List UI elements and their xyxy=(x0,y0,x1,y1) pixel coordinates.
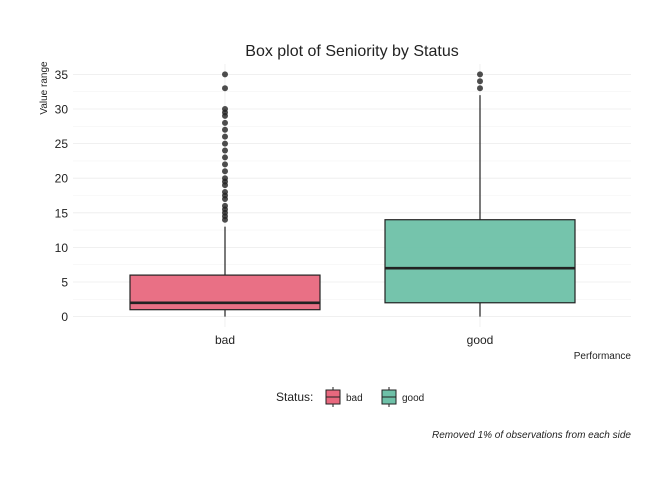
outlier-point xyxy=(222,168,228,175)
outlier-point xyxy=(222,119,228,126)
box-iqr xyxy=(384,219,576,304)
outlier-point xyxy=(222,140,228,147)
y-axis-ticks: 0 5 10 15 20 25 30 35 xyxy=(55,68,69,324)
outlier-point xyxy=(222,189,228,196)
box-iqr xyxy=(129,274,321,311)
box-bad xyxy=(129,71,321,317)
y-tick-label: 30 xyxy=(55,102,69,116)
y-tick-label: 20 xyxy=(55,172,69,186)
legend-label: good xyxy=(402,393,424,404)
y-tick-label: 5 xyxy=(61,276,68,290)
y-tick-label: 0 xyxy=(61,310,68,324)
legend-item-good: good xyxy=(381,387,424,407)
outlier-point xyxy=(222,105,228,112)
y-tick-label: 35 xyxy=(55,68,69,82)
outlier-point xyxy=(222,126,228,133)
outlier-point xyxy=(222,85,228,92)
x-axis-ticks: bad good xyxy=(215,333,493,347)
chart-caption: Removed 1% of observations from each sid… xyxy=(432,430,631,441)
y-tick-label: 10 xyxy=(55,241,69,255)
outlier-point xyxy=(222,147,228,154)
y-tick-label: 15 xyxy=(55,206,69,220)
outlier-point xyxy=(222,161,228,168)
grid-lines xyxy=(73,64,631,327)
chart-title: Box plot of Seniority by Status xyxy=(245,43,458,60)
outlier-point xyxy=(222,154,228,161)
outlier-point xyxy=(477,71,483,78)
legend-label: bad xyxy=(346,393,363,404)
y-tick-label: 25 xyxy=(55,137,69,151)
outlier-point xyxy=(477,85,483,92)
legend-item-bad: bad xyxy=(325,387,363,407)
legend: Status: bad good xyxy=(276,387,424,407)
boxes xyxy=(129,71,576,317)
y-axis-label: Value range xyxy=(39,61,50,115)
legend-title: Status: xyxy=(276,390,313,404)
outlier-point xyxy=(222,175,228,182)
outlier-point xyxy=(222,133,228,140)
box-good xyxy=(384,71,576,317)
outlier-point xyxy=(222,202,228,209)
outlier-point xyxy=(477,78,483,85)
x-axis-label: Performance xyxy=(574,351,632,362)
x-tick-label: bad xyxy=(215,333,235,347)
outlier-point xyxy=(222,71,228,78)
x-tick-label: good xyxy=(467,333,494,347)
